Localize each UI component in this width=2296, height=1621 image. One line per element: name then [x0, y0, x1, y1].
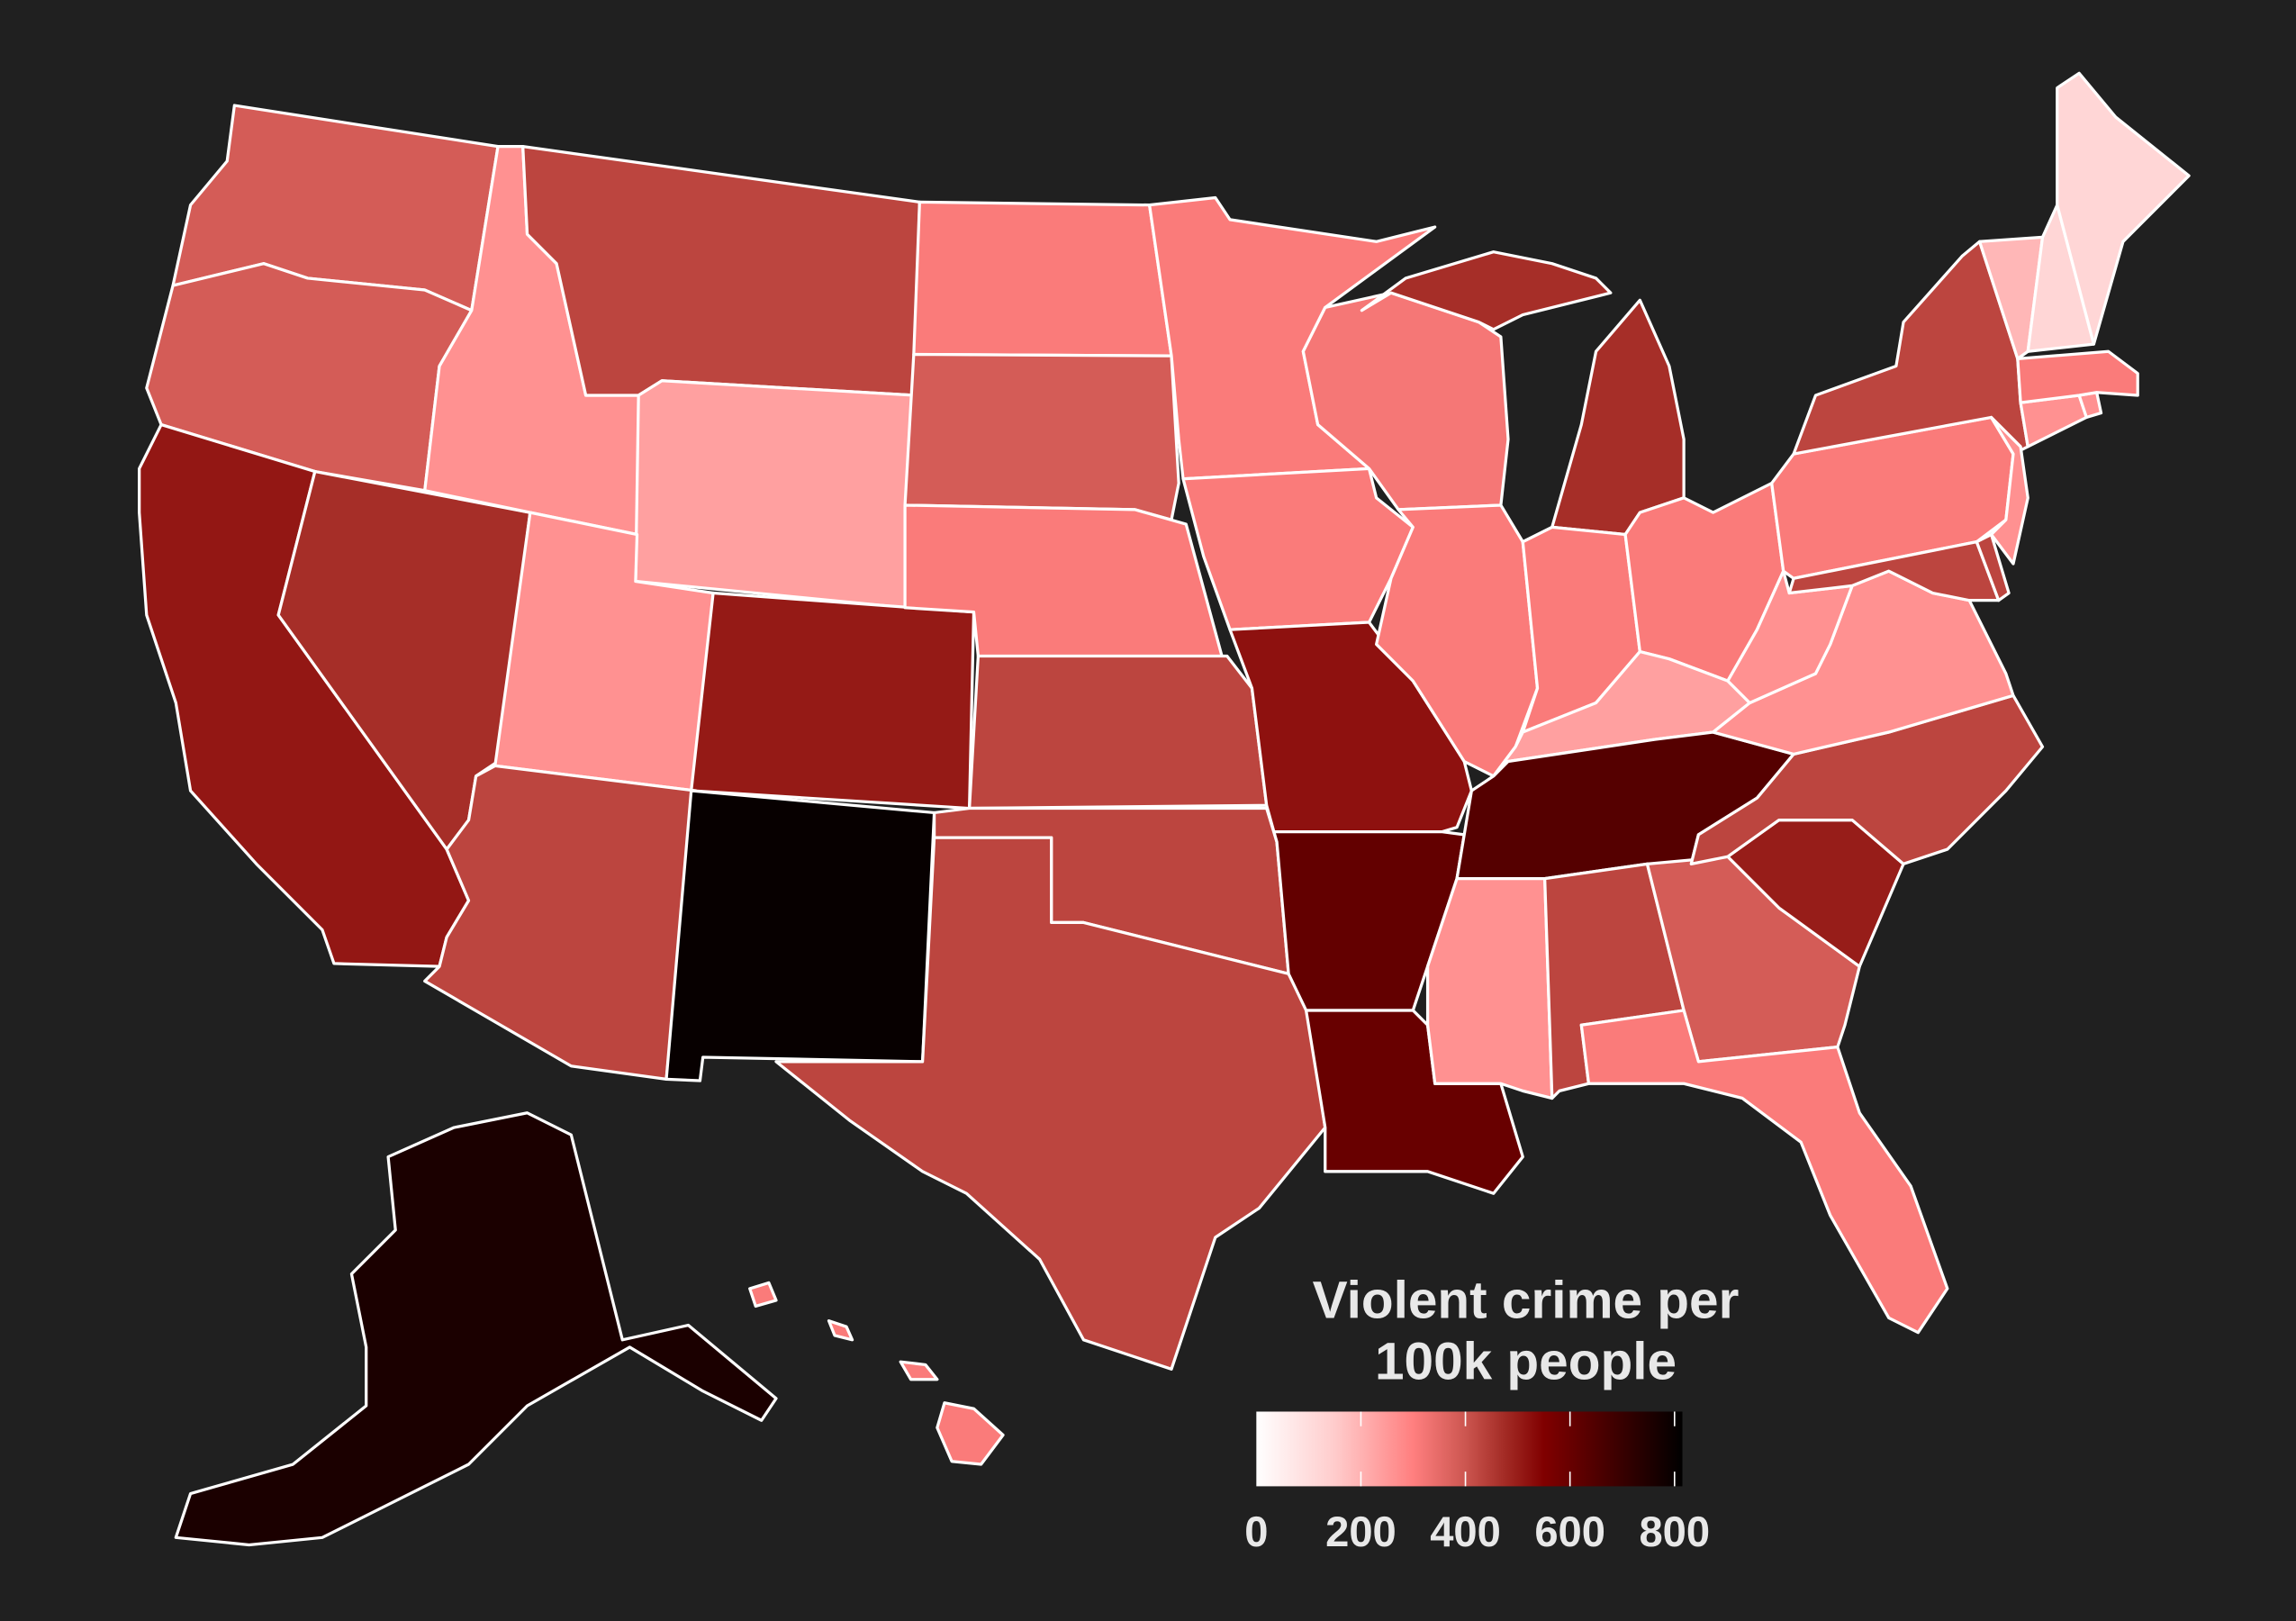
state-shape-hi [827, 1319, 854, 1342]
state-shape-hi [748, 1281, 778, 1309]
state-shape-co [690, 591, 976, 810]
state-la [1304, 1009, 1524, 1195]
state-shape-hi [936, 1401, 1005, 1466]
state-shape-nd [912, 200, 1173, 358]
state-tx [774, 836, 1327, 1371]
color-legend: Violent crime per 100k people 0 200 400 600… [1244, 1271, 1739, 1555]
legend-tick-label: 800 [1639, 1508, 1710, 1555]
state-ct [2019, 394, 2088, 448]
state-shape-il [1375, 503, 1540, 778]
state-shape-me [2056, 71, 2191, 346]
state-shape-nj [1989, 415, 2029, 566]
state-shape-ia [1181, 466, 1415, 631]
state-me [2056, 71, 2191, 346]
state-ms [1425, 876, 1554, 1100]
state-mt [521, 144, 921, 397]
state-shape-ar [1272, 829, 1466, 1012]
state-il [1375, 503, 1540, 778]
state-nd [912, 200, 1173, 358]
state-shape-mi [1360, 250, 1613, 331]
state-ak [174, 1111, 778, 1547]
states-layer [138, 71, 2191, 1547]
state-nc [1689, 693, 2045, 865]
legend-tick-label: 0 [1244, 1508, 1268, 1555]
legend-title-line-1: Violent crime per [1313, 1271, 1740, 1329]
state-wy [634, 379, 917, 610]
legend-color-bar [1256, 1411, 1683, 1487]
state-ks [968, 654, 1269, 810]
state-nm [664, 789, 936, 1082]
state-shape-ma [2016, 349, 2139, 404]
state-fl [1579, 1009, 1949, 1335]
state-de [1975, 532, 2011, 602]
state-shape-tx [774, 836, 1327, 1371]
state-shape-de [1975, 532, 2011, 602]
state-ia [1181, 466, 1415, 631]
state-shape-la [1304, 1009, 1524, 1195]
state-sd [903, 352, 1180, 521]
state-shape-nm [664, 789, 936, 1082]
state-shape-mi [1550, 298, 1686, 537]
state-shape-nc [1689, 693, 2045, 865]
state-ma [2016, 349, 2139, 404]
state-shape-ct [2019, 394, 2088, 448]
state-shape-ms [1425, 876, 1554, 1100]
state-shape-ak [174, 1111, 778, 1547]
state-shape-hi [899, 1360, 939, 1381]
legend-tick-label: 600 [1534, 1508, 1605, 1555]
legend-tick-label: 200 [1325, 1508, 1397, 1555]
state-shape-fl [1579, 1009, 1949, 1335]
state-nj [1989, 415, 2029, 566]
legend-tick-label: 400 [1430, 1508, 1501, 1555]
state-shape-mt [521, 144, 921, 397]
state-shape-ks [968, 654, 1269, 810]
state-co [690, 591, 976, 810]
state-ar [1272, 829, 1466, 1012]
state-shape-sd [903, 352, 1180, 521]
state-shape-wy [634, 379, 917, 610]
legend-title-line-2: 100k people [1375, 1333, 1677, 1391]
state-hi [748, 1281, 1005, 1466]
